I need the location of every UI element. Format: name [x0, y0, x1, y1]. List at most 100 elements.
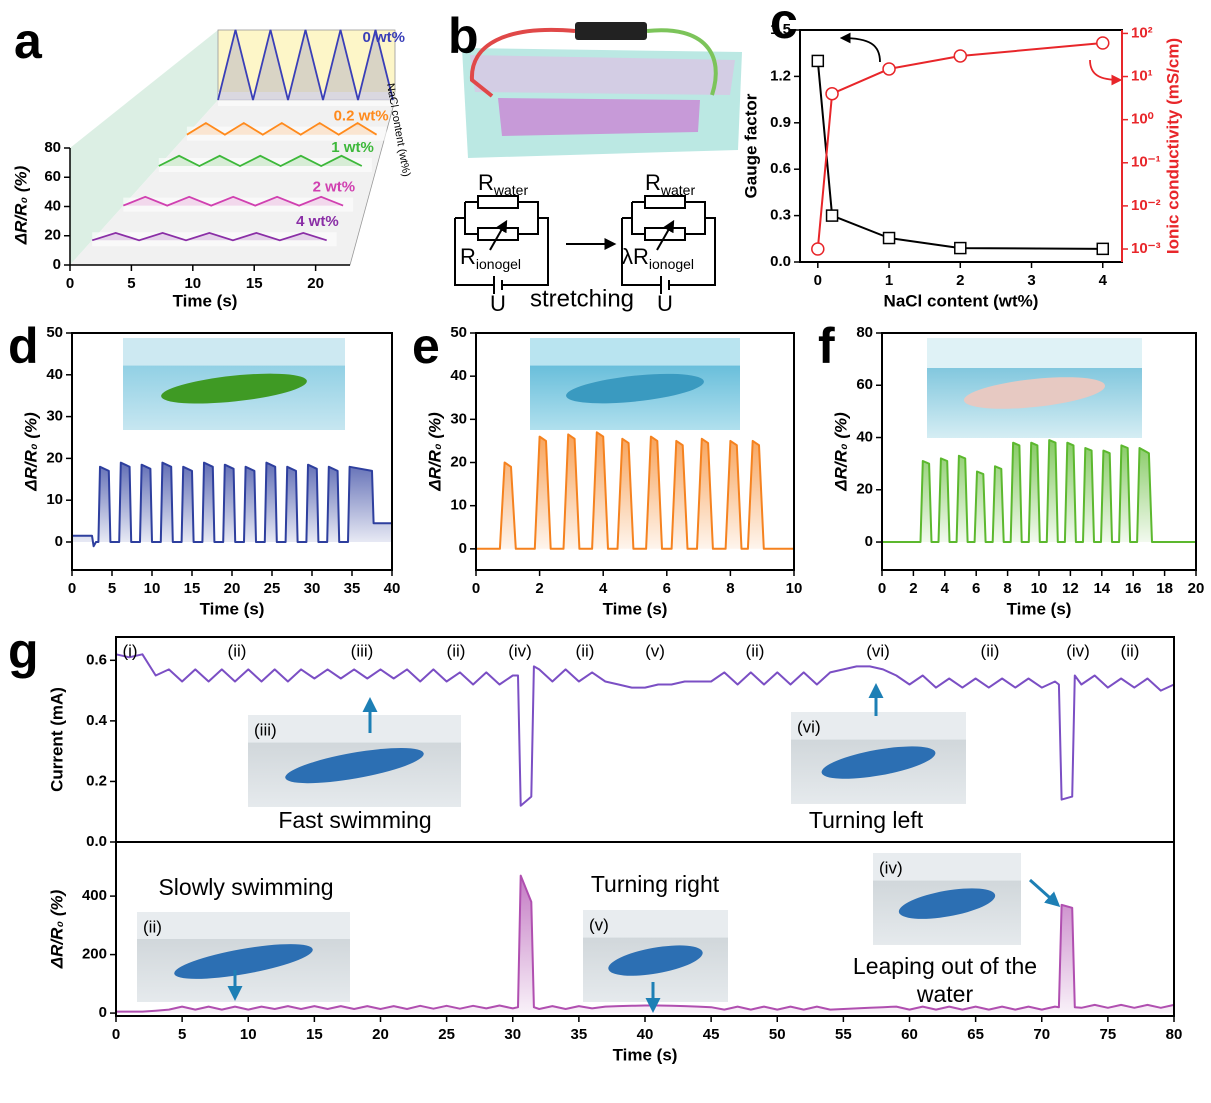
x-tick-label: 14	[1093, 580, 1110, 597]
x-tick-label: 35	[344, 580, 361, 597]
y-tick-label: 80	[44, 139, 61, 156]
circuit-after	[621, 195, 716, 294]
photo-subject	[898, 888, 996, 919]
resistor-subscript: water	[493, 182, 529, 198]
y-tick-label: 50	[46, 324, 63, 341]
phase-label: (ii)	[576, 641, 595, 660]
x-tick-label: 40	[637, 1026, 654, 1043]
x-axis-title: Time (s)	[200, 599, 265, 618]
data-point	[882, 231, 896, 245]
resistor-label: Rwater	[645, 170, 695, 198]
series-sheet	[158, 158, 372, 172]
x-tick-label: 8	[726, 580, 734, 597]
x-tick-label: 35	[571, 1026, 588, 1043]
panel-label: e	[412, 318, 440, 374]
x-tick-label: 15	[306, 1026, 323, 1043]
x-tick-label: 30	[304, 580, 321, 597]
y-axis-title: ΔR/R₀ (%)	[831, 412, 850, 492]
data-point	[882, 62, 896, 76]
x-tick-label: 80	[1166, 1026, 1183, 1043]
circuit-before	[454, 195, 549, 294]
inset-label: (vi)	[797, 717, 821, 736]
data-line	[816, 60, 1103, 250]
x-tick-label: 0	[68, 580, 76, 597]
data-line	[217, 29, 394, 101]
x-tick-label: 60	[901, 1026, 918, 1043]
inset-photo	[123, 338, 345, 430]
data-point	[953, 49, 968, 63]
y-tick-label: 40	[44, 197, 61, 214]
resistor-symbol: λR	[622, 244, 649, 269]
y2-axis-title: Ionic conductivity (mS/cm)	[1163, 38, 1182, 254]
x-tick-label: 4	[599, 580, 608, 597]
y-tick-label: 0.0	[86, 833, 107, 850]
x-tick-label: 10	[1031, 580, 1048, 597]
data-area	[218, 29, 393, 100]
series-label: 1 wt%	[331, 139, 374, 156]
phase-label: (iv)	[1066, 641, 1090, 660]
device-illustration	[462, 22, 742, 158]
resistor-subscript: water	[660, 182, 696, 198]
y-tick-label: 20	[856, 481, 873, 498]
x-tick-label: 0	[878, 580, 886, 597]
y-tick-label: 200	[82, 946, 107, 963]
phase-label: (ii)	[1121, 641, 1140, 660]
resistor-symbol: R	[645, 170, 661, 195]
inset-label: (ii)	[143, 917, 162, 936]
inset-photo	[791, 712, 966, 804]
y-tick-label: 10	[450, 497, 467, 514]
resistor-subscript: ionogel	[476, 256, 521, 272]
x-tick-label: 40	[384, 580, 401, 597]
y-tick-label: 0	[53, 256, 61, 273]
y2-tick-label: 10⁻²	[1131, 197, 1161, 214]
x-tick-label: 20	[307, 275, 324, 292]
inset-photo	[583, 910, 728, 1002]
y-tick-label: 0	[459, 540, 467, 557]
x-tick-label: 15	[184, 580, 201, 597]
x-tick-label: 2	[535, 580, 543, 597]
data-area	[476, 432, 794, 549]
inset-caption: Turning right	[591, 871, 720, 897]
data-point	[811, 242, 825, 256]
photo-subject	[161, 373, 307, 404]
y2-tick-label: 10⁰	[1131, 111, 1154, 128]
x-tick-label: 25	[438, 1026, 455, 1043]
y-tick-label: 0.6	[770, 160, 791, 177]
data-point	[811, 54, 825, 68]
y-tick-label: 50	[450, 324, 467, 341]
photo-subject	[566, 373, 704, 404]
x-tick-label: 20	[1188, 580, 1205, 597]
data-point	[825, 86, 839, 101]
inset-caption: Turning left	[809, 807, 924, 833]
y-tick-label: 20	[44, 227, 61, 244]
phase-label: (iii)	[351, 641, 374, 660]
x-axis-title: Time (s)	[613, 1045, 678, 1064]
x-tick-label: 12	[1062, 580, 1079, 597]
inset-photo	[927, 338, 1142, 438]
y-tick-label: 0	[55, 533, 63, 550]
y-axis-title: ΔR/R₀ (%)	[425, 412, 444, 492]
x-tick-label: 0	[814, 272, 822, 289]
inset-caption: Leaping out of the water	[852, 953, 1038, 1007]
x-tick-label: 15	[246, 275, 263, 292]
data-area	[72, 462, 392, 547]
resistor-symbol: R	[478, 170, 494, 195]
phase-label: (v)	[645, 641, 665, 660]
y-tick-label: 40	[856, 428, 873, 445]
resistor-subscript: ionogel	[649, 256, 694, 272]
y-tick-label: 0	[865, 533, 873, 550]
y-tick-label: 20	[46, 449, 63, 466]
y-tick-label: 30	[450, 410, 467, 427]
x-tick-label: 6	[972, 580, 980, 597]
pointer-arrow	[1029, 878, 1061, 907]
data-line	[882, 439, 1196, 543]
y-axis-title: ΔR/R₀ (%)	[11, 165, 30, 245]
y-tick-label: 40	[46, 366, 63, 383]
x-tick-label: 10	[144, 580, 161, 597]
x-tick-label: 55	[835, 1026, 852, 1043]
x-tick-label: 5	[127, 275, 135, 292]
data-point	[1096, 242, 1110, 256]
x-tick-label: 25	[264, 580, 281, 597]
panel-label: c	[770, 0, 798, 49]
